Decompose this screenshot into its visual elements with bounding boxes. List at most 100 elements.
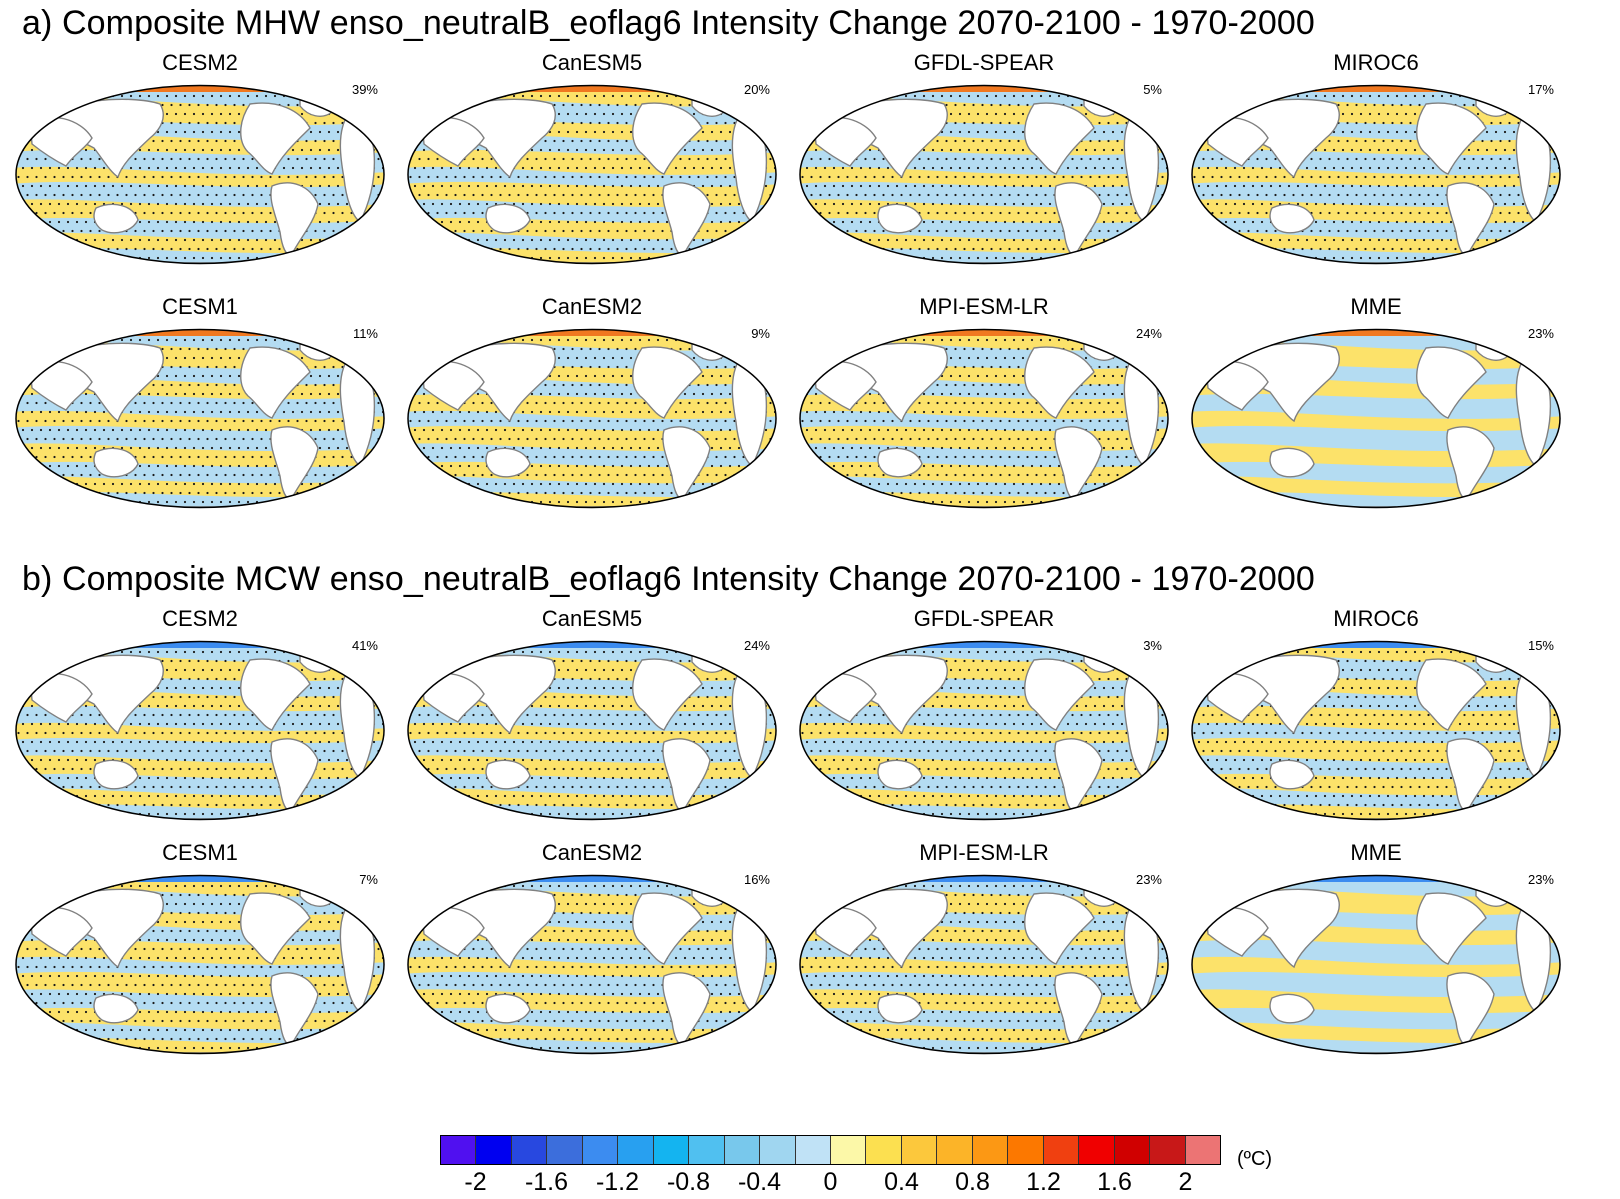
land-north-america-east	[632, 892, 703, 965]
colorbar-swatch	[618, 1136, 654, 1164]
map-panel: MME 23%	[1186, 294, 1566, 511]
panel-percent-label: 3%	[1143, 638, 1162, 653]
map-border	[15, 640, 385, 821]
section-b-title: b) Composite MCW enso_neutralB_eoflag6 I…	[22, 560, 1315, 598]
map-panel: MPI-ESM-LR 24%	[794, 294, 1174, 511]
map-panel: CanESM2 16%	[402, 840, 782, 1057]
arctic-anomaly	[1192, 875, 1560, 882]
panel-percent-label: 7%	[359, 872, 378, 887]
map-panel: MIROC6 15%	[1186, 606, 1566, 823]
land-asia	[813, 360, 877, 411]
arctic-anomaly	[408, 85, 776, 92]
land-australia	[485, 447, 531, 478]
land-north-america-east	[240, 658, 311, 731]
arctic-anomaly	[16, 641, 384, 648]
panel-percent-label: 41%	[351, 638, 378, 653]
land-australia	[93, 759, 139, 790]
panel-model-name: CanESM5	[541, 50, 643, 75]
land-australia	[1269, 759, 1315, 790]
colorbar-swatch	[653, 1136, 690, 1164]
robinson-map	[15, 84, 385, 265]
map-border	[1191, 640, 1561, 821]
land-north-america-east	[240, 346, 311, 419]
panel-model-name: MPI-ESM-LR	[919, 840, 1049, 865]
arctic-anomaly	[1192, 329, 1560, 336]
map-panel: CESM2 41%	[10, 606, 390, 823]
anomaly-band	[16, 166, 384, 188]
land-asia	[813, 672, 877, 723]
arctic-anomaly	[800, 641, 1168, 648]
land-asia	[29, 116, 93, 167]
colorbar-tick-label: 1.2	[1026, 1168, 1061, 1196]
panel-model-name: MIROC6	[1333, 606, 1419, 631]
anomaly-band	[1192, 166, 1560, 188]
map-border	[15, 874, 385, 1055]
arctic-anomaly	[408, 875, 776, 882]
colorbar-tick-label: -1.2	[595, 1168, 640, 1196]
land-australia	[877, 203, 923, 234]
panel-percent-label: 23%	[1527, 872, 1554, 887]
anomaly-band	[1192, 722, 1560, 744]
land-asia	[813, 906, 877, 957]
anomaly-band	[408, 722, 776, 744]
arctic-anomaly	[1192, 641, 1560, 648]
land-north-america-east	[632, 102, 703, 175]
map-border	[799, 874, 1169, 1055]
arctic-anomaly	[16, 85, 384, 92]
panel-model-name: CESM2	[162, 606, 238, 631]
land-asia	[421, 906, 485, 957]
panel-model-name: MME	[1350, 840, 1402, 865]
map-panel: GFDL-SPEAR 5%	[794, 50, 1174, 267]
arctic-anomaly	[408, 641, 776, 648]
colorbar-tick-label: 0	[823, 1168, 838, 1196]
land-australia	[1269, 203, 1315, 234]
panel-percent-label: 16%	[743, 872, 770, 887]
panel-percent-label: 39%	[351, 82, 378, 97]
robinson-map	[1191, 640, 1561, 821]
panel-percent-label: 23%	[1135, 872, 1162, 887]
land-north-america-east	[1024, 102, 1095, 175]
arctic-anomaly	[16, 875, 384, 882]
colorbar-swatch	[547, 1136, 583, 1164]
panel-percent-label: 9%	[751, 326, 770, 341]
section-a-title: a) Composite MHW enso_neutralB_eoflag6 I…	[22, 4, 1315, 42]
map-panel: CanESM5 20%	[402, 50, 782, 267]
colorbar-swatch	[1008, 1136, 1044, 1164]
map-border	[1191, 328, 1561, 509]
land-australia	[93, 447, 139, 478]
panel-percent-label: 15%	[1527, 638, 1554, 653]
panel-model-name: CESM1	[162, 840, 238, 865]
panel-percent-label: 5%	[1143, 82, 1162, 97]
land-asia	[29, 672, 93, 723]
land-asia	[421, 360, 485, 411]
robinson-map	[407, 84, 777, 265]
anomaly-band	[16, 722, 384, 744]
land-australia	[877, 447, 923, 478]
map-panel: CESM1 11%	[10, 294, 390, 511]
anomaly-band	[408, 410, 776, 432]
map-panel: MME 23%	[1186, 840, 1566, 1057]
colorbar-swatch	[760, 1136, 796, 1164]
panel-model-name: CanESM2	[541, 294, 643, 319]
colorbar-swatch	[476, 1136, 512, 1164]
robinson-map	[15, 640, 385, 821]
land-australia	[485, 759, 531, 790]
robinson-map	[799, 328, 1169, 509]
map-border	[799, 84, 1169, 265]
land-australia	[877, 759, 923, 790]
colorbar-tick-label: 1.6	[1097, 1168, 1132, 1196]
colorbar-swatch	[795, 1136, 831, 1164]
panel-model-name: CanESM2	[541, 840, 643, 865]
colorbar-swatch	[972, 1136, 1009, 1164]
map-panel: GFDL-SPEAR 3%	[794, 606, 1174, 823]
land-asia	[421, 672, 485, 723]
anomaly-band	[800, 722, 1168, 744]
colorbar-swatch	[689, 1136, 725, 1164]
colorbar-tick-label: 2	[1178, 1168, 1193, 1196]
map-border	[407, 84, 777, 265]
robinson-map	[1191, 328, 1561, 509]
map-border	[799, 640, 1169, 821]
land-australia	[485, 993, 531, 1024]
robinson-map	[407, 328, 777, 509]
land-north-america-east	[1024, 658, 1095, 731]
